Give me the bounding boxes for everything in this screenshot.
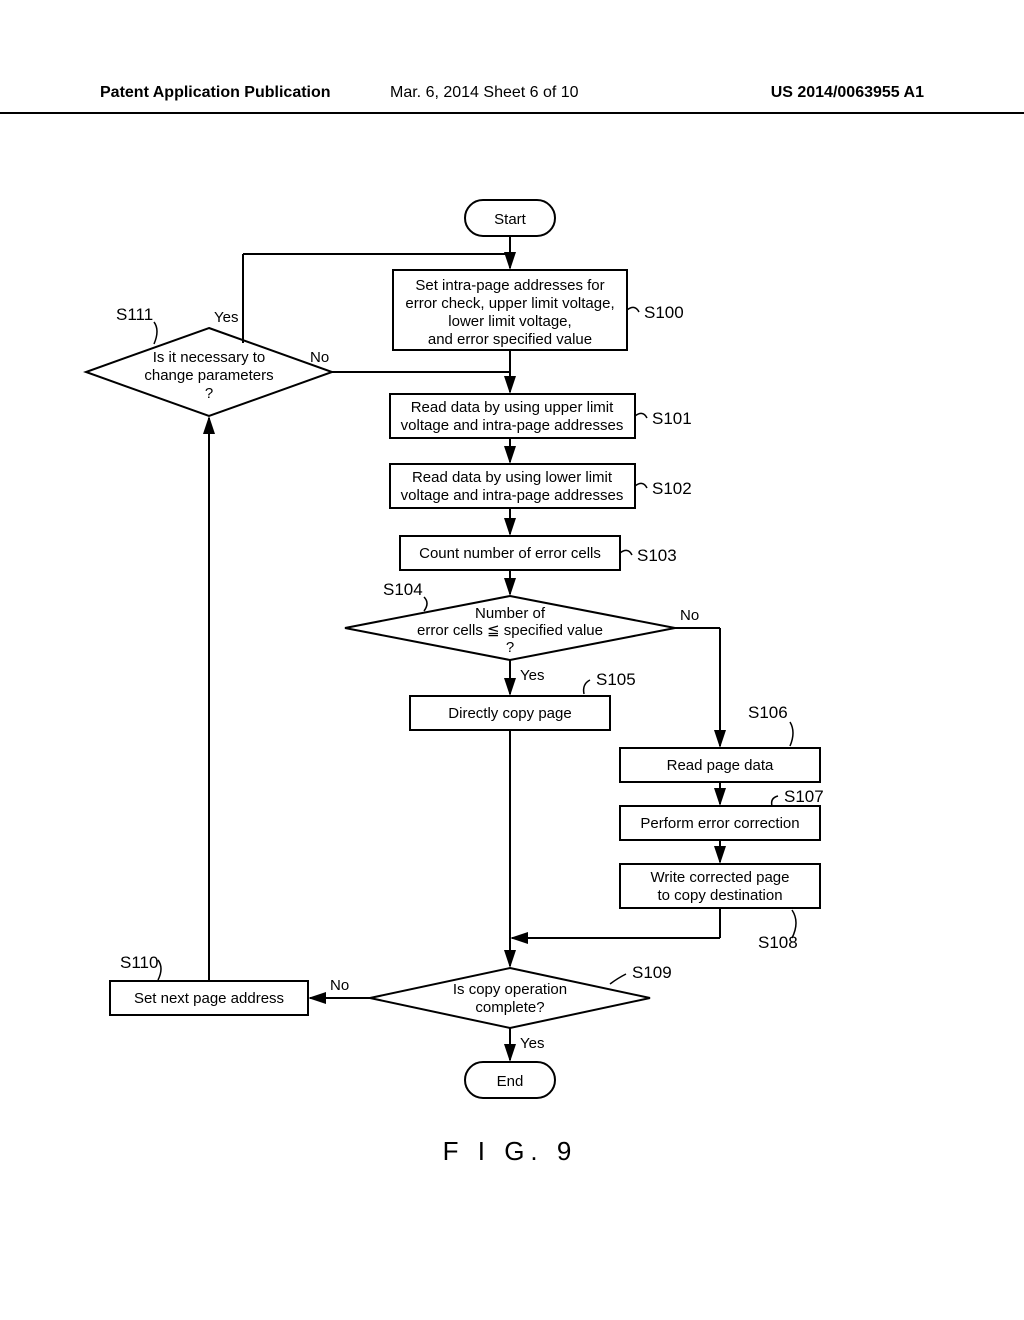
s107-label: S107 — [784, 787, 824, 806]
s100-label: S100 — [644, 303, 684, 322]
s100-l2: error check, upper limit voltage, — [405, 295, 614, 312]
s101-node: Read data by using upper limit voltage a… — [390, 394, 635, 438]
s102-node: Read data by using lower limit voltage a… — [390, 464, 635, 508]
s100-l4: and error specified value — [428, 331, 592, 348]
s102-label-tie — [635, 483, 647, 488]
s111-node: Is it necessary to change parameters ? — [86, 328, 332, 416]
s104-node: Number of error cells ≦ specified value … — [345, 596, 675, 660]
s111-label: S111 — [116, 305, 153, 324]
s106-label: S106 — [748, 703, 788, 722]
s103-label-tie — [620, 550, 632, 555]
s100-node: Set intra-page addresses for error check… — [393, 270, 627, 350]
end-text: End — [497, 1073, 524, 1090]
s109-node: Is copy operation complete? — [370, 968, 650, 1028]
s102-label: S102 — [652, 479, 692, 498]
s104-no: No — [680, 607, 699, 624]
s110-text: Set next page address — [134, 990, 284, 1007]
s109-label-tie — [610, 974, 626, 984]
s104-label: S104 — [383, 580, 423, 599]
s111-l3: ? — [205, 385, 213, 402]
flowchart-svg: Start Set intra-page addresses for error… — [0, 0, 1024, 1320]
s100-label-tie — [627, 307, 639, 312]
s105-node: Directly copy page — [410, 696, 610, 730]
s108-node: Write corrected page to copy destination — [620, 864, 820, 908]
s107-node: Perform error correction — [620, 806, 820, 840]
s102-l1: Read data by using lower limit — [412, 469, 613, 486]
s111-label-tie — [154, 322, 157, 344]
s110-node: Set next page address — [110, 981, 308, 1015]
page: Patent Application Publication Mar. 6, 2… — [0, 0, 1024, 1320]
s109-l2: complete? — [475, 999, 544, 1016]
s106-text: Read page data — [667, 757, 774, 774]
start-node: Start — [465, 200, 555, 236]
s103-label: S103 — [637, 546, 677, 565]
s102-l2: voltage and intra-page addresses — [401, 487, 624, 504]
s111-l1: Is it necessary to — [153, 349, 266, 366]
s108-l1: Write corrected page — [651, 869, 790, 886]
s106-label-tie — [790, 722, 793, 746]
s104-yes: Yes — [520, 667, 544, 684]
s107-label-tie — [772, 796, 778, 806]
s105-label-tie — [584, 680, 590, 694]
s104-l3: ? — [506, 639, 514, 656]
figure-label: F I G. 9 — [443, 1136, 578, 1166]
end-node: End — [465, 1062, 555, 1098]
s109-l1: Is copy operation — [453, 981, 567, 998]
s110-label: S110 — [120, 953, 158, 972]
s105-text: Directly copy page — [448, 705, 571, 722]
start-text: Start — [494, 211, 527, 228]
s111-no: No — [310, 349, 329, 366]
s111-yes: Yes — [214, 309, 238, 326]
s104-l2: error cells ≦ specified value — [417, 622, 603, 639]
s103-node: Count number of error cells — [400, 536, 620, 570]
s109-no: No — [330, 977, 349, 994]
s100-l3: lower limit voltage, — [448, 313, 571, 330]
s111-l2: change parameters — [144, 367, 273, 384]
s104-label-tie — [424, 597, 427, 611]
s109-label: S109 — [632, 963, 672, 982]
s101-label: S101 — [652, 409, 692, 428]
s109-yes: Yes — [520, 1035, 544, 1052]
s106-node: Read page data — [620, 748, 820, 782]
s101-l2: voltage and intra-page addresses — [401, 417, 624, 434]
s105-label: S105 — [596, 670, 636, 689]
s108-l2: to copy destination — [657, 887, 782, 904]
s107-text: Perform error correction — [640, 815, 799, 832]
s103-text: Count number of error cells — [419, 545, 601, 562]
s108-label: S108 — [758, 933, 798, 952]
s101-l1: Read data by using upper limit — [411, 399, 614, 416]
s100-l1: Set intra-page addresses for — [415, 277, 604, 294]
s104-l1: Number of — [475, 605, 546, 622]
s101-label-tie — [635, 413, 647, 418]
